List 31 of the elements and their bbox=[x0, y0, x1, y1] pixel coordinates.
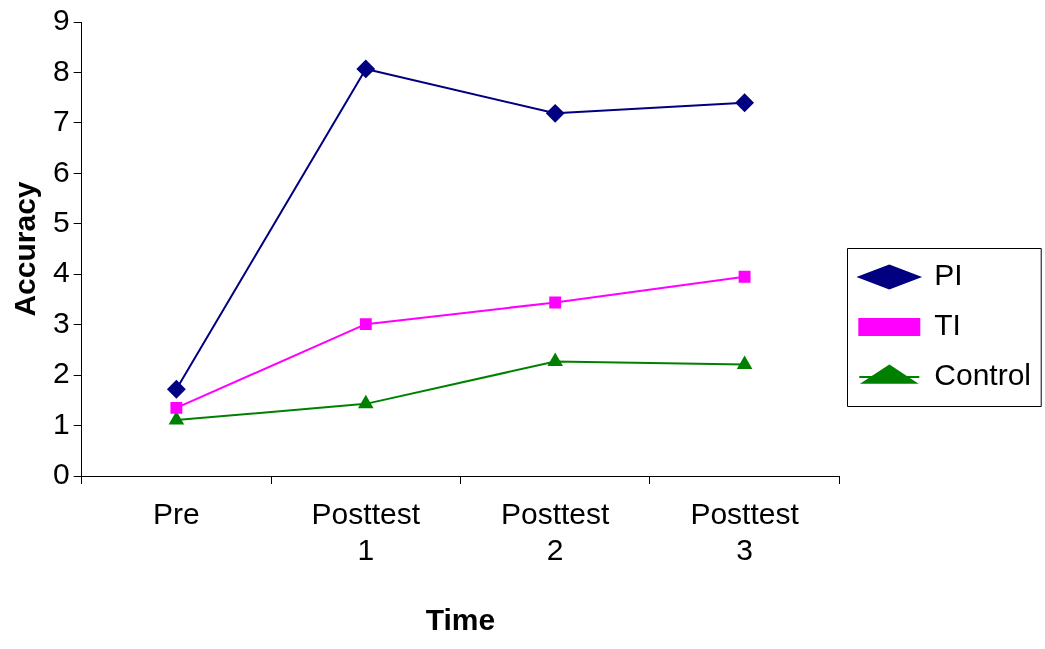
point bbox=[359, 318, 372, 331]
legend-label: TI bbox=[934, 308, 961, 342]
point bbox=[546, 104, 565, 123]
x-tick-label: Posttest 3 bbox=[690, 497, 800, 567]
x-tick-label: Posttest 2 bbox=[500, 497, 611, 567]
point bbox=[169, 412, 184, 425]
y-tick-label: 5 bbox=[53, 205, 70, 239]
x-axis-title: Time bbox=[425, 603, 496, 637]
y-tick-label: 8 bbox=[53, 53, 70, 87]
y-tick-label: 4 bbox=[53, 255, 70, 289]
x-tick-label: Posttest 1 bbox=[311, 497, 421, 567]
point bbox=[549, 296, 562, 309]
legend-label: Control bbox=[934, 358, 1032, 392]
point bbox=[170, 401, 183, 414]
y-tick-label: 3 bbox=[53, 305, 70, 339]
point bbox=[167, 380, 186, 399]
y-tick-label: 6 bbox=[53, 154, 70, 188]
y-tick-label: 0 bbox=[53, 457, 70, 491]
y-tick-label: 2 bbox=[53, 356, 70, 390]
point bbox=[735, 93, 754, 112]
y-tick-label: 1 bbox=[53, 406, 70, 440]
y-axis-title: Accuracy bbox=[8, 181, 42, 317]
point bbox=[737, 356, 752, 370]
point bbox=[358, 395, 373, 409]
point bbox=[356, 59, 375, 78]
y-tick-label: 9 bbox=[53, 3, 70, 37]
x-tick-label: Pre bbox=[153, 497, 200, 531]
point bbox=[548, 353, 563, 366]
y-tick-label: 7 bbox=[53, 104, 70, 138]
point bbox=[738, 270, 751, 283]
legend-label: PI bbox=[934, 258, 963, 292]
